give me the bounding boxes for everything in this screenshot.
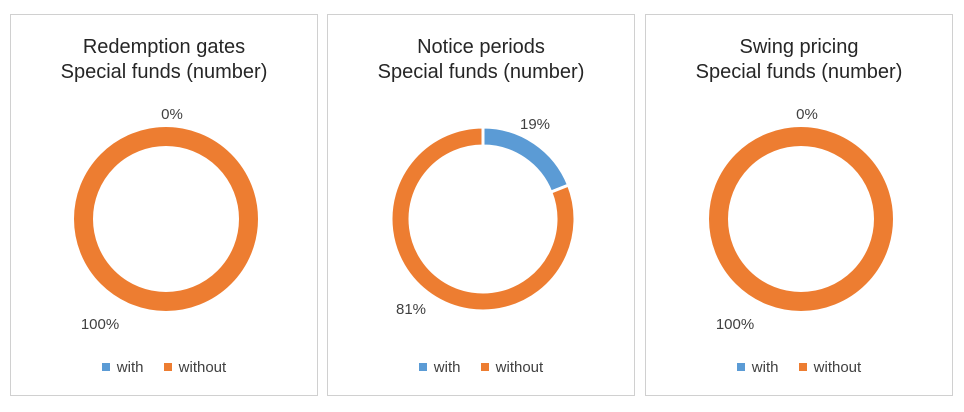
legend-item-without: without (480, 359, 544, 376)
slice-with (481, 125, 571, 195)
legend-swatch-without (163, 363, 172, 371)
data-label-without: 81% (396, 301, 426, 318)
legend-label-without: without (495, 359, 544, 376)
legend-item-without: without (798, 359, 862, 376)
legend-label-with: with (751, 359, 779, 376)
data-label-with: 0% (161, 106, 183, 123)
slice-without (709, 127, 893, 311)
chart-title-line-2: Special funds (number) (377, 61, 585, 83)
legend-swatch-with (101, 363, 110, 371)
legend: with without (11, 359, 317, 376)
chart-title: Swing pricing Special funds (number) (646, 35, 952, 85)
legend: with without (328, 359, 634, 376)
legend-swatch-with (736, 363, 745, 371)
chart-title-line-1: Notice periods (417, 36, 545, 58)
donut-chart: 19% 81% (389, 116, 577, 318)
legend-label-without: without (813, 359, 862, 376)
chart-title: Notice periods Special funds (number) (328, 35, 634, 85)
legend-item-without: without (163, 359, 227, 376)
legend-label-without: without (178, 359, 227, 376)
legend-item-with: with (101, 359, 144, 376)
legend-item-with: with (736, 359, 779, 376)
data-label-without: 100% (81, 316, 119, 333)
slice-without (74, 127, 258, 311)
chart-title-line-1: Swing pricing (739, 36, 859, 58)
data-label-without: 100% (716, 316, 754, 333)
legend-label-with: with (116, 359, 144, 376)
legend: with without (646, 359, 952, 376)
data-label-with: 19% (520, 116, 550, 133)
chart-title-line-2: Special funds (number) (695, 61, 903, 83)
donut-chart: 0% 100% (709, 106, 893, 333)
chart-panel-swing-pricing: Swing pricing Special funds (number) 0% 1… (645, 14, 953, 396)
chart-panel-redemption-gates: Redemption gates Special funds (number) … (10, 14, 318, 396)
chart-title-line-1: Redemption gates (82, 36, 246, 58)
slice-without (389, 125, 577, 313)
data-label-with: 0% (796, 106, 818, 123)
legend-label-with: with (433, 359, 461, 376)
chart-title-line-2: Special funds (number) (60, 61, 268, 83)
legend-swatch-without (798, 363, 807, 371)
legend-swatch-with (418, 363, 427, 371)
chart-title: Redemption gates Special funds (number) (11, 35, 317, 85)
chart-panel-notice-periods: Notice periods Special funds (number) 19… (327, 14, 635, 396)
legend-item-with: with (418, 359, 461, 376)
donut-chart: 0% 100% (74, 106, 258, 333)
legend-swatch-without (480, 363, 489, 371)
